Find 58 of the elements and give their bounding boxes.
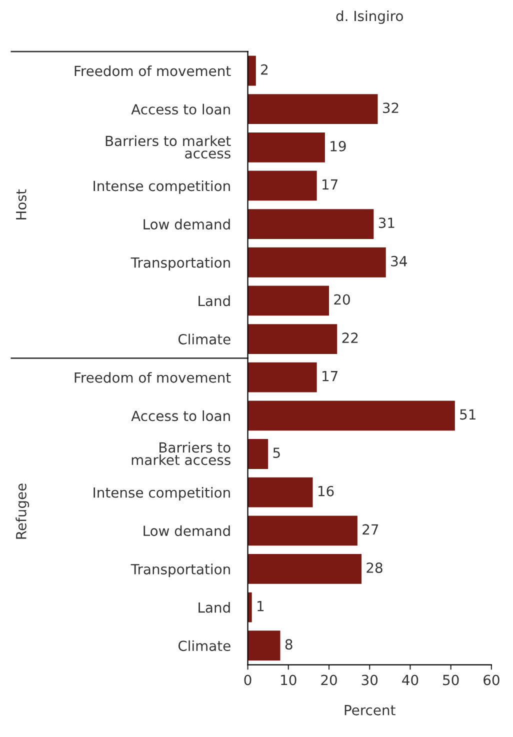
y-tick-label: Intense competition — [94, 487, 230, 500]
y-tick-label: Intense competition — [94, 180, 230, 194]
bar — [248, 56, 256, 86]
x-axis-title: Percent — [344, 705, 396, 716]
y-tick-label: Freedom of movement — [74, 65, 231, 76]
x-tick-label: 20 — [321, 674, 337, 686]
data-label: 34 — [391, 256, 407, 266]
bar — [248, 362, 317, 392]
text: Refugee — [16, 484, 30, 539]
x-tick-label: 40 — [402, 674, 418, 686]
x-tick-label: 30 — [362, 674, 378, 686]
y-tick-label: Access to loan — [131, 104, 230, 115]
data-label: 8 — [285, 639, 292, 650]
bar — [248, 132, 325, 162]
bar — [248, 439, 268, 469]
y-tick-label: Access to loan — [131, 410, 230, 422]
bar — [248, 400, 455, 431]
data-label: 32 — [382, 102, 398, 114]
data-label: 20 — [334, 294, 350, 305]
y-tick-label: Land — [198, 602, 230, 613]
data-label: 17 — [322, 371, 338, 382]
y-tick-label: Barriers to market access — [106, 135, 231, 159]
x-tick-label: 60 — [484, 674, 500, 686]
data-label: 27 — [362, 524, 378, 534]
data-label: 2 — [261, 64, 268, 75]
y-tick-label: Land — [198, 295, 230, 306]
y-tick-label: Low demand — [144, 525, 230, 536]
bar — [248, 477, 313, 508]
data-label: 19 — [330, 140, 346, 152]
bar — [248, 247, 386, 278]
x-tick-label: 0 — [244, 674, 252, 686]
bar — [248, 324, 338, 354]
chart-title: d. Isingiro — [336, 10, 403, 24]
bar — [248, 286, 330, 316]
data-label: 22 — [342, 332, 358, 343]
data-label: 5 — [273, 448, 280, 458]
y-tick-label: Transportation — [130, 257, 230, 271]
y-tick-label: Climate — [178, 334, 230, 344]
y-tick-label: Transportation — [130, 564, 230, 578]
y-tick-label: Climate — [178, 640, 230, 652]
data-label: 17 — [322, 179, 338, 190]
y-tick-label: Low demand — [144, 218, 230, 230]
bar — [248, 209, 374, 239]
y-tick-label: Barriers to market access — [132, 442, 230, 466]
bar — [248, 516, 358, 546]
data-label: 28 — [366, 562, 382, 573]
bar — [248, 554, 362, 584]
x-tick-label: 50 — [443, 674, 459, 686]
y-tick-label: Freedom of movement — [74, 372, 231, 383]
text: Host — [16, 189, 26, 220]
data-label: 51 — [460, 409, 476, 420]
bar — [248, 170, 317, 201]
data-label: 1 — [258, 600, 264, 612]
bar — [248, 630, 280, 661]
data-label: 31 — [378, 218, 394, 228]
data-label: 16 — [318, 486, 334, 496]
bar — [248, 94, 378, 124]
x-tick-label: 10 — [281, 674, 296, 686]
